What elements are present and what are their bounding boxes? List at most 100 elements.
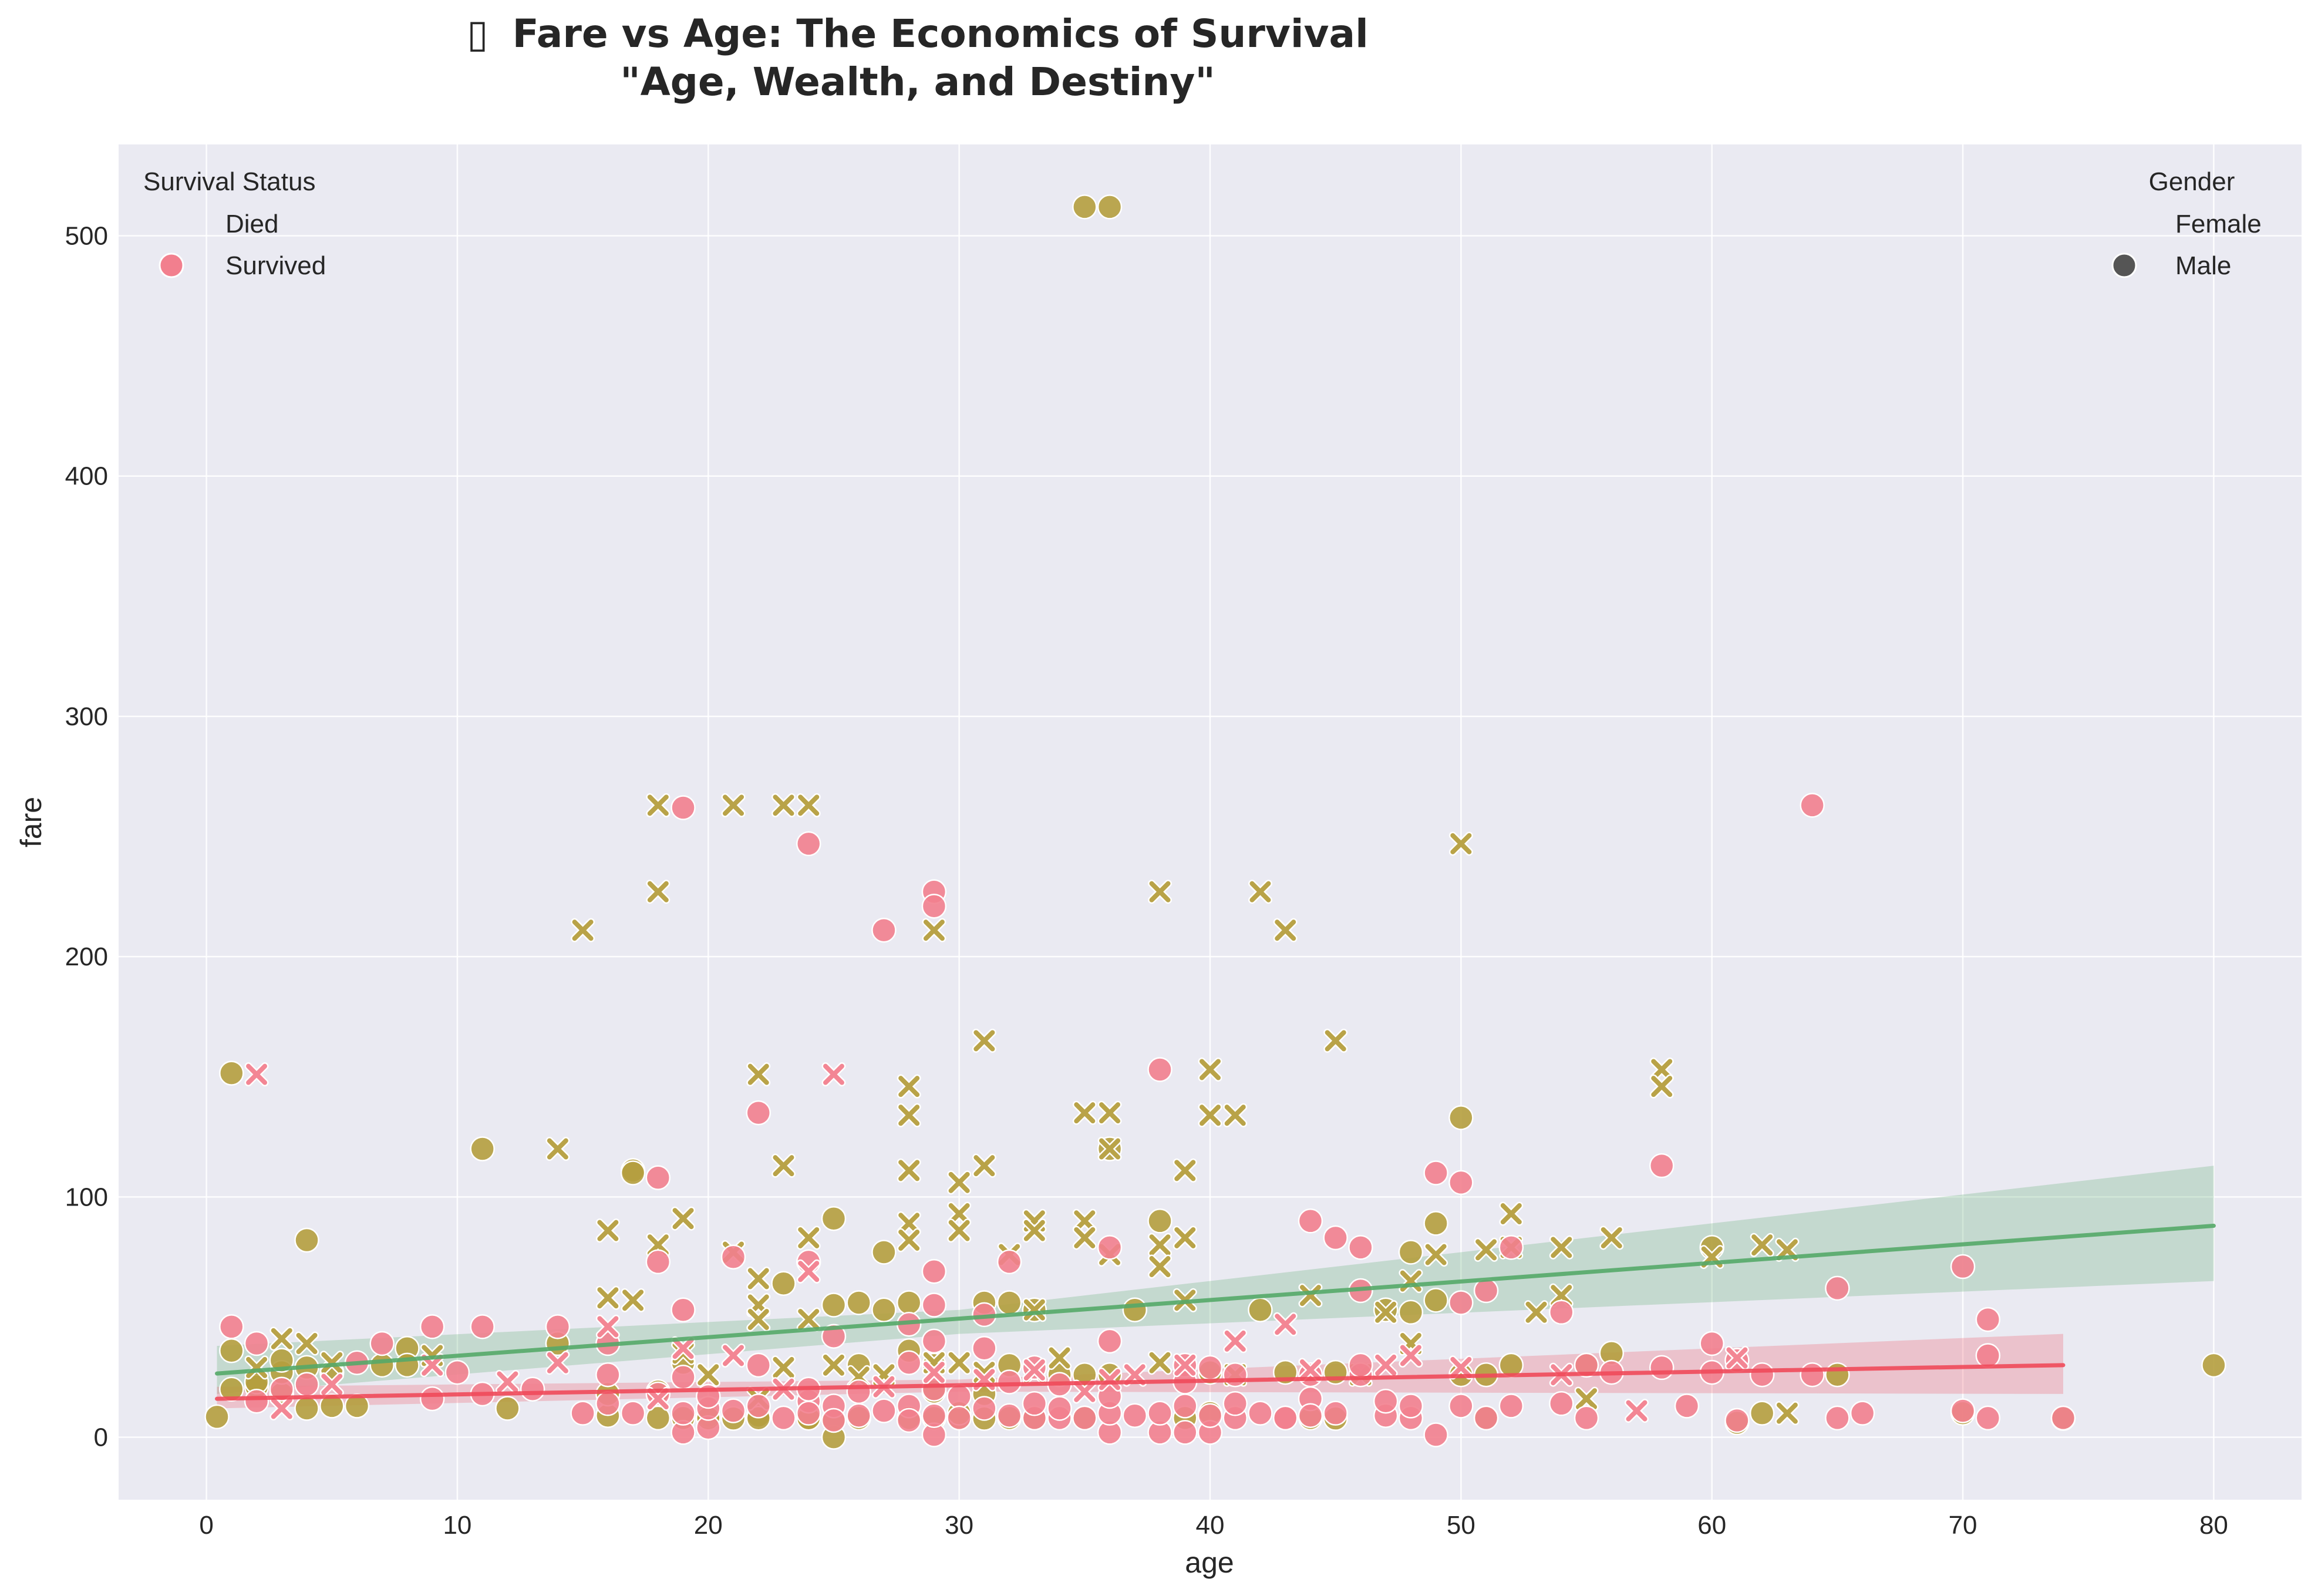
- point-survived-male: [746, 1393, 771, 1419]
- point-survived-male: [1975, 1405, 2001, 1431]
- point-died-female: [1649, 1074, 1674, 1099]
- point-survived-male: [972, 1396, 997, 1421]
- x-axis-label: age: [1185, 1546, 1234, 1579]
- point-died-female: [1198, 1058, 1222, 1082]
- point-survived-female: [1399, 1343, 1423, 1368]
- point-died-female: [947, 1170, 972, 1195]
- point-x-stroke: [1023, 1359, 1045, 1381]
- point-died-female: [1097, 1100, 1122, 1125]
- point-survived-male: [746, 1100, 771, 1126]
- point-x-stroke: [1224, 1330, 1246, 1352]
- point-survived-male: [244, 1388, 269, 1414]
- point-x-stroke: [923, 920, 945, 941]
- point-x-stroke: [948, 1203, 970, 1225]
- point-x-stroke: [1074, 1210, 1096, 1232]
- point-survived-male: [294, 1372, 319, 1397]
- point-survived-male: [1298, 1403, 1323, 1429]
- point-survived-male: [1122, 1403, 1148, 1429]
- point-x-stroke: [1224, 1105, 1246, 1126]
- point-survived-male: [595, 1391, 621, 1416]
- point-died-female: [922, 918, 946, 942]
- point-x-stroke: [1023, 1220, 1045, 1241]
- point-x-stroke: [948, 1171, 970, 1193]
- point-survived-female: [1022, 1358, 1047, 1382]
- point-x-stroke: [647, 1388, 669, 1410]
- legend-gender-title: Gender: [2149, 167, 2235, 196]
- point-survived-male: [720, 1398, 746, 1423]
- point-survived-male: [1398, 1393, 1424, 1419]
- point-survived-male: [1448, 1170, 1474, 1196]
- point-x-stroke: [747, 1268, 769, 1289]
- point-survived-male: [1975, 1343, 2001, 1368]
- point-x-stroke: [973, 1030, 995, 1052]
- point-x-stroke: [773, 1155, 794, 1177]
- point-died-female: [621, 1288, 645, 1312]
- point-survived-male: [946, 1383, 972, 1409]
- point-survived-male: [921, 1292, 947, 1318]
- point-x-stroke: [898, 1230, 920, 1251]
- x-tick-label: 80: [2199, 1511, 2228, 1540]
- point-x-stroke: [1174, 1227, 1196, 1248]
- x-tick-label: 40: [1196, 1511, 1225, 1540]
- point-x-stroke: [1074, 1227, 1096, 1248]
- point-survived-male: [846, 1379, 871, 1405]
- y-tick-label: 400: [65, 462, 108, 491]
- point-died-female: [1148, 880, 1173, 904]
- point-died-female: [771, 793, 796, 817]
- point-died-female: [1072, 1100, 1097, 1125]
- point-survived-female: [1097, 1367, 1122, 1392]
- point-survived-male: [570, 1400, 595, 1426]
- point-survived-male: [921, 1258, 947, 1284]
- point-died-female: [1750, 1233, 1774, 1257]
- point-survived-male: [1724, 1408, 1750, 1433]
- point-died-male: [495, 1396, 520, 1421]
- point-survived-male: [1649, 1153, 1675, 1179]
- point-died-female: [295, 1331, 319, 1356]
- point-died-female: [1524, 1300, 1549, 1325]
- point-x-stroke: [1149, 881, 1171, 903]
- point-x-stroke: [1651, 1076, 1673, 1097]
- point-died-male: [470, 1136, 495, 1161]
- point-died-female: [1072, 1208, 1097, 1233]
- point-survived-male: [1323, 1225, 1348, 1251]
- point-died-male: [294, 1227, 319, 1253]
- point-survived-male: [1549, 1391, 1574, 1416]
- point-survived-male: [896, 1350, 922, 1375]
- point-x-stroke: [1149, 1234, 1171, 1256]
- point-survived-male: [219, 1314, 244, 1339]
- point-x-stroke: [547, 1138, 568, 1160]
- point-died-male: [871, 1240, 897, 1265]
- point-survived-male: [921, 1328, 947, 1354]
- x-tick-label: 30: [945, 1511, 973, 1540]
- regression-lines: [215, 1223, 2216, 1401]
- point-died-male: [319, 1393, 345, 1419]
- point-survived-male: [1549, 1299, 1574, 1325]
- point-survived-male: [1950, 1254, 1976, 1280]
- point-survived-male: [1197, 1355, 1223, 1380]
- point-x-stroke: [321, 1352, 343, 1373]
- point-survived-male: [1574, 1405, 1599, 1431]
- point-died-male: [771, 1271, 796, 1296]
- point-died-female: [897, 1103, 921, 1127]
- point-survived-male: [470, 1314, 495, 1339]
- point-survived-male: [796, 831, 821, 857]
- point-died-female: [1022, 1218, 1047, 1243]
- point-died-female: [1298, 1283, 1323, 1308]
- point-x-stroke: [898, 1213, 920, 1234]
- point-died-female: [796, 1307, 821, 1332]
- point-x-stroke: [647, 881, 669, 903]
- x-tick-label: 60: [1697, 1511, 1726, 1540]
- point-died-female: [1198, 1103, 1222, 1127]
- point-survived-female: [1298, 1358, 1323, 1382]
- point-x-stroke: [672, 1338, 694, 1359]
- point-x-stroke: [1551, 1237, 1572, 1258]
- point-survived-male: [1022, 1391, 1047, 1416]
- point-died-female: [947, 1351, 972, 1375]
- point-x-stroke: [547, 1352, 568, 1373]
- title-glyph: ▯: [467, 11, 488, 56]
- point-x-stroke: [1099, 1138, 1121, 1160]
- point-survived-male: [1649, 1355, 1675, 1380]
- point-x-stroke: [798, 1261, 820, 1282]
- legend-survival-title: Survival Status: [143, 167, 315, 196]
- point-x-stroke: [1200, 1105, 1221, 1126]
